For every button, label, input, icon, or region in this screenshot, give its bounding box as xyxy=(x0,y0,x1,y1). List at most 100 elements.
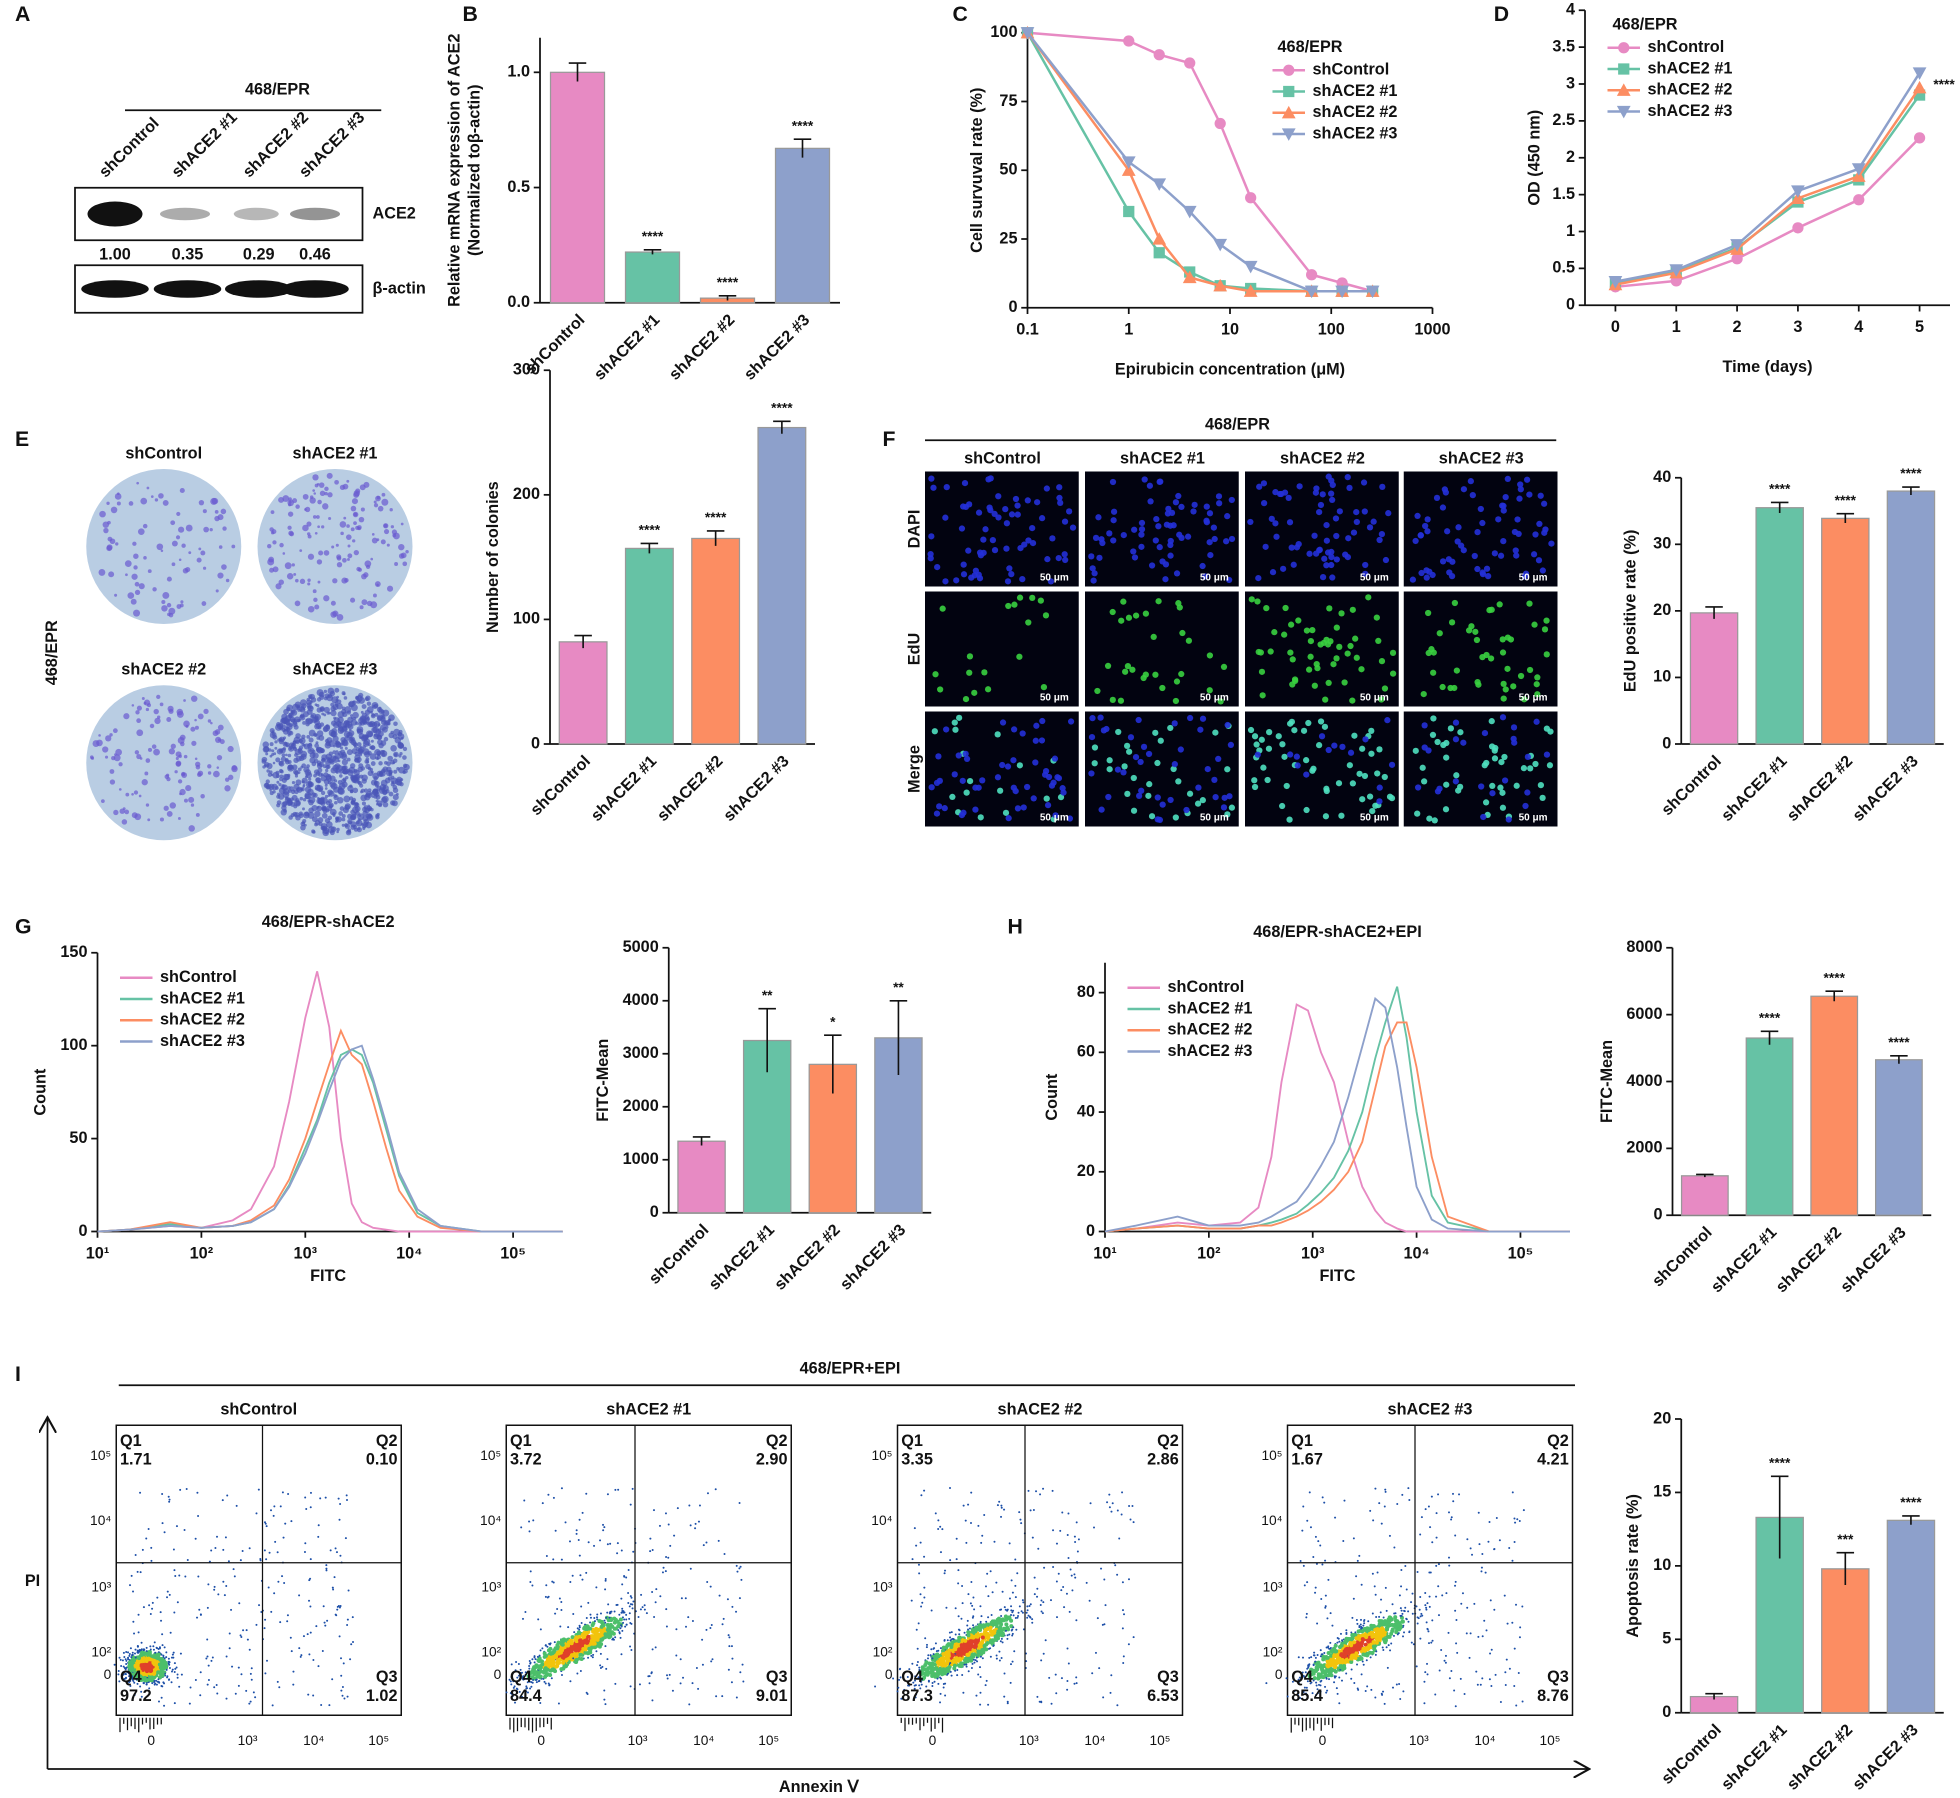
flow-event xyxy=(165,1651,168,1654)
nucleus xyxy=(1303,771,1310,778)
flow-event xyxy=(237,1666,240,1669)
colony-dot xyxy=(296,718,301,723)
nucleus xyxy=(1338,812,1345,819)
flow-event xyxy=(345,1494,348,1497)
flow-event xyxy=(134,1656,137,1659)
nucleus xyxy=(935,753,942,760)
nucleus xyxy=(1286,816,1293,823)
flow-event xyxy=(721,1695,724,1698)
colony-dot xyxy=(170,743,176,749)
flow-event xyxy=(996,1620,1001,1625)
nucleus xyxy=(1025,537,1032,544)
colony-dot xyxy=(361,599,368,606)
flow-event xyxy=(676,1507,679,1510)
nucleus xyxy=(1375,637,1382,645)
nucleus xyxy=(1203,517,1210,524)
colony-dot xyxy=(360,710,364,714)
flow-event xyxy=(578,1628,581,1631)
flow-event xyxy=(594,1633,599,1638)
colony-dot xyxy=(390,745,397,752)
nucleus xyxy=(1171,761,1178,768)
colony-dot xyxy=(374,581,381,587)
nucleus xyxy=(1389,670,1397,677)
colony-dot xyxy=(125,792,130,797)
flow-event xyxy=(230,1608,233,1611)
flow-event xyxy=(194,1678,197,1681)
flow-event xyxy=(951,1659,956,1664)
colony-dot xyxy=(124,560,132,567)
nucleus xyxy=(1228,496,1235,504)
flow-event xyxy=(1049,1599,1052,1602)
flow-event xyxy=(629,1685,632,1688)
colony-dot xyxy=(358,752,363,757)
flow-event xyxy=(617,1488,620,1491)
nucleus xyxy=(1531,621,1538,628)
flow-event xyxy=(144,1659,149,1664)
nucleus xyxy=(1524,789,1531,796)
nucleus xyxy=(943,726,950,733)
colony-dot xyxy=(271,730,275,733)
nucleus xyxy=(1533,681,1540,688)
scale-bar-label: 50 μm xyxy=(1360,572,1389,583)
nucleus xyxy=(1019,730,1026,737)
flow-event xyxy=(981,1534,984,1537)
flow-event xyxy=(1118,1537,1121,1540)
flow-event xyxy=(974,1659,977,1662)
flow-event xyxy=(623,1611,626,1614)
flow-event xyxy=(1036,1595,1039,1598)
flow-event xyxy=(679,1658,682,1661)
nucleus xyxy=(980,549,987,556)
flow-event xyxy=(1073,1573,1076,1576)
colony-dot xyxy=(295,578,299,583)
flow-event xyxy=(627,1568,630,1571)
nucleus xyxy=(1211,776,1218,783)
nucleus xyxy=(1212,729,1219,736)
flow-event xyxy=(956,1674,959,1677)
flow-event xyxy=(528,1664,531,1667)
colony-dot xyxy=(282,738,286,741)
flow-event xyxy=(307,1693,310,1696)
flow-tick: 10⁴ xyxy=(693,1733,714,1748)
colony-dot xyxy=(194,718,197,722)
nucleus xyxy=(1178,670,1185,678)
flow-event xyxy=(125,1662,128,1665)
colony-dot xyxy=(297,771,301,774)
nucleus xyxy=(1253,741,1260,748)
flow-event xyxy=(317,1535,320,1538)
flow-event xyxy=(616,1552,619,1555)
flow-event xyxy=(286,1620,289,1623)
flow-event xyxy=(340,1674,343,1677)
flow-event xyxy=(529,1570,532,1573)
colony-dot xyxy=(325,808,330,813)
flow-event xyxy=(569,1680,572,1683)
nucleus xyxy=(1109,696,1116,703)
flow-event xyxy=(651,1549,654,1552)
flow-event xyxy=(955,1642,960,1647)
colony-dot xyxy=(109,779,116,785)
nucleus xyxy=(1333,624,1340,631)
flow-event xyxy=(738,1502,741,1505)
colony-dot xyxy=(214,509,219,514)
flow-event xyxy=(714,1488,717,1491)
flow-event xyxy=(139,1685,142,1688)
flow-event xyxy=(325,1567,328,1570)
flow-event xyxy=(667,1523,670,1526)
colony-dot xyxy=(377,753,381,757)
flow-event xyxy=(736,1570,739,1573)
colony-dot xyxy=(261,759,267,764)
flow-event xyxy=(119,1658,122,1661)
flow-event xyxy=(1094,1651,1097,1654)
nucleus xyxy=(1477,505,1484,513)
colony-dot xyxy=(348,730,355,737)
flow-event xyxy=(137,1631,140,1634)
flow-event xyxy=(701,1663,704,1666)
flow-event xyxy=(955,1558,958,1561)
nucleus xyxy=(991,510,998,518)
flow-event xyxy=(621,1616,624,1619)
colony-dot xyxy=(369,753,377,760)
colony-dot xyxy=(262,741,270,748)
colony-dot xyxy=(312,474,319,481)
row-label: Merge xyxy=(905,745,923,793)
nucleus xyxy=(953,577,960,584)
flow-event xyxy=(985,1620,988,1623)
